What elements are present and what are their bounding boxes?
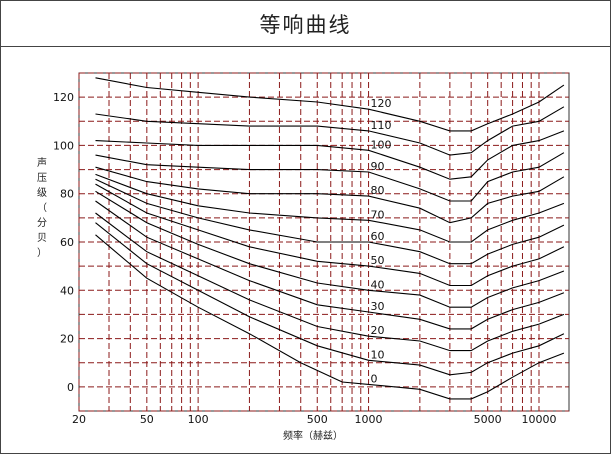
y-axis-label: 声压级（分贝） [37, 156, 47, 259]
y-tick-label: 120 [53, 91, 74, 104]
curve-120-phon [95, 77, 565, 132]
curve-label-0: 0 [371, 372, 378, 385]
y-tick-label: 60 [60, 236, 74, 249]
y-tick-label: 80 [60, 188, 74, 201]
curve-label-60: 60 [371, 230, 385, 243]
curve-20-phon [95, 212, 565, 352]
x-tick-label: 50 [140, 413, 154, 426]
curve-0-phon [95, 234, 565, 400]
curve-40-phon [95, 190, 565, 308]
curve-100-phon [95, 130, 565, 180]
curve-label-90: 90 [371, 160, 385, 173]
y-tick-label: 0 [67, 381, 74, 394]
curve-80-phon [95, 166, 565, 224]
x-tick-label: 100 [188, 413, 209, 426]
curve-label-80: 80 [371, 184, 385, 197]
curve-30-phon [95, 200, 565, 330]
x-tick-label: 20 [72, 413, 86, 426]
title-bar: 等响曲线 [1, 1, 610, 47]
y-tick-label: 20 [60, 333, 74, 346]
curve-label-20: 20 [371, 324, 385, 337]
curve-label-120: 120 [371, 97, 392, 110]
curve-label-50: 50 [371, 254, 385, 267]
chart-title: 等响曲线 [259, 12, 352, 37]
grid-lines [78, 72, 570, 412]
curve-label-10: 10 [371, 348, 385, 361]
curve-label-70: 70 [371, 208, 385, 221]
y-tick-label: 100 [53, 139, 74, 152]
curve-label-100: 100 [371, 138, 392, 151]
curve-label-40: 40 [371, 278, 385, 291]
curve-10-phon [95, 222, 565, 376]
x-tick-labels: 20 50 100 500 1000 5000 10000 [72, 413, 556, 426]
curve-110-phon [95, 106, 565, 156]
x-tick-label: 500 [307, 413, 328, 426]
y-tick-labels: 0 20 40 60 80 100 120 [53, 91, 74, 394]
x-tick-label: 5000 [474, 413, 502, 426]
x-axis-label: 频率（赫兹） [283, 429, 343, 442]
curve-label-30: 30 [371, 300, 385, 313]
curve-label-110: 110 [371, 119, 392, 132]
y-tick-label: 40 [60, 284, 74, 297]
curve-50-phon [95, 183, 565, 287]
x-tick-label: 1000 [355, 413, 383, 426]
curve-70-phon [95, 173, 565, 243]
curve-90-phon [95, 152, 565, 202]
x-tick-label: 10000 [521, 413, 556, 426]
loudness-curves [95, 77, 565, 400]
curve-60-phon [95, 178, 565, 265]
